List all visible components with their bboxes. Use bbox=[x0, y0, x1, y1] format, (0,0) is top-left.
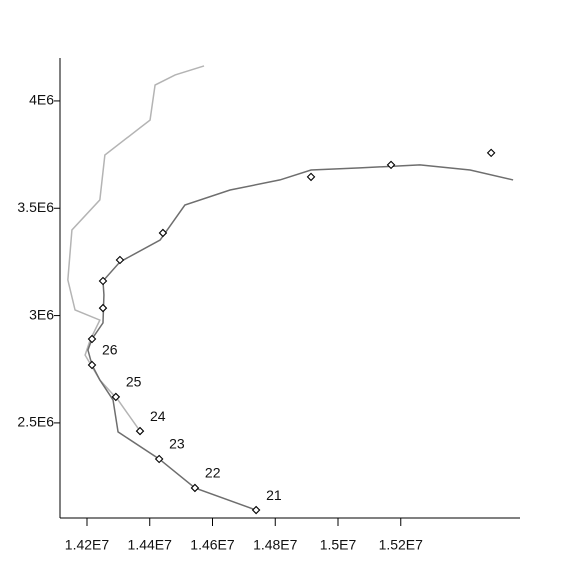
point-marker bbox=[87, 360, 97, 370]
point-marker bbox=[386, 160, 396, 170]
point-marker bbox=[135, 426, 145, 436]
point-label: 23 bbox=[169, 436, 185, 452]
y-tick-label: 3E6 bbox=[29, 306, 54, 322]
point-marker bbox=[111, 392, 121, 402]
point-label: 24 bbox=[150, 408, 166, 424]
y-tick-label: 4E6 bbox=[29, 92, 54, 108]
y-tick-label: 2.5E6 bbox=[17, 414, 54, 430]
point-marker bbox=[190, 483, 200, 493]
x-tick-label: 1.44E7 bbox=[128, 537, 173, 553]
point-marker bbox=[115, 255, 125, 265]
point-marker bbox=[158, 228, 168, 238]
point-marker bbox=[98, 276, 108, 286]
track-line bbox=[87, 164, 514, 511]
point-label: 21 bbox=[266, 487, 282, 503]
x-tick-label: 1.52E7 bbox=[379, 537, 424, 553]
x-tick-label: 1.5E7 bbox=[320, 537, 357, 553]
point-marker bbox=[306, 172, 316, 182]
point-label: 22 bbox=[205, 465, 221, 481]
point-marker bbox=[98, 303, 108, 313]
x-tick-label: 1.48E7 bbox=[253, 537, 298, 553]
x-tick-label: 1.46E7 bbox=[190, 537, 235, 553]
point-marker bbox=[154, 454, 164, 464]
point-marker bbox=[87, 334, 97, 344]
x-tick-label: 1.42E7 bbox=[65, 537, 110, 553]
point-marker bbox=[251, 505, 261, 515]
point-label: 25 bbox=[126, 374, 142, 390]
point-marker bbox=[486, 148, 496, 158]
y-tick-label: 3.5E6 bbox=[17, 199, 54, 215]
point-label: 26 bbox=[102, 342, 118, 358]
